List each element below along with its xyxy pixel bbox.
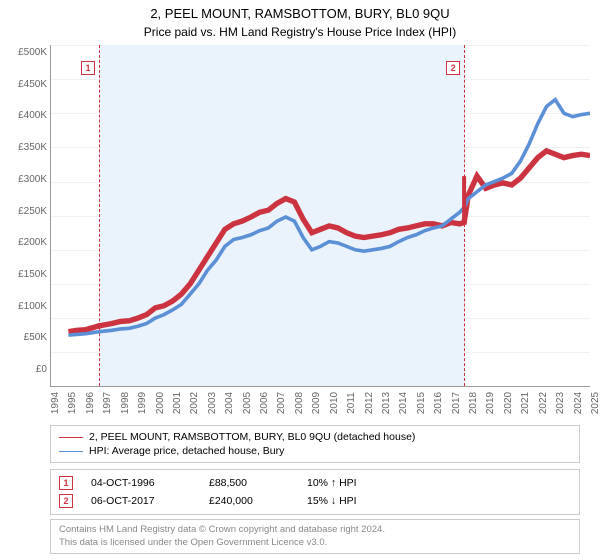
transaction-badge: 1 <box>59 476 73 490</box>
y-tick-label: £400K <box>18 110 47 121</box>
transaction-row: 1 04-OCT-1996 £88,500 10% ↑ HPI <box>59 474 571 492</box>
x-tick-label: 2012 <box>364 392 375 414</box>
credits: Contains HM Land Registry data © Crown c… <box>50 519 580 554</box>
legend-swatch <box>59 451 83 452</box>
x-tick-label: 1997 <box>102 392 113 414</box>
x-tick-label: 2000 <box>155 392 166 414</box>
x-tick-label: 1994 <box>50 392 61 414</box>
x-tick-label: 2015 <box>416 392 427 414</box>
transaction-badge: 2 <box>59 494 73 508</box>
x-tick-label: 2001 <box>172 392 183 414</box>
x-tick-label: 2011 <box>346 393 357 415</box>
y-tick-label: £250K <box>18 206 47 217</box>
x-tick-label: 1998 <box>120 392 131 414</box>
legend-swatch <box>59 437 83 438</box>
x-tick-label: 2007 <box>276 392 287 414</box>
chart-subtitle: Price paid vs. HM Land Registry's House … <box>10 25 590 39</box>
legend-label: 2, PEEL MOUNT, RAMSBOTTOM, BURY, BL0 9QU… <box>89 431 415 443</box>
legend-row: HPI: Average price, detached house, Bury <box>59 444 571 458</box>
transactions-table: 1 04-OCT-1996 £88,500 10% ↑ HPI 2 06-OCT-2017… <box>50 469 580 515</box>
credits-line: Contains HM Land Registry data © Crown c… <box>59 524 571 536</box>
legend-row: 2, PEEL MOUNT, RAMSBOTTOM, BURY, BL0 9QU… <box>59 430 571 444</box>
x-tick-label: 2018 <box>468 392 479 414</box>
x-tick-label: 2021 <box>520 392 531 414</box>
legend-label: HPI: Average price, detached house, Bury <box>89 445 284 457</box>
transaction-price: £240,000 <box>209 495 289 507</box>
x-tick-label: 1999 <box>137 392 148 414</box>
y-tick-label: £450K <box>18 79 47 90</box>
y-axis: £500K £450K £400K £350K £300K £250K £200K £150K… <box>10 45 50 387</box>
x-tick-label: 2008 <box>294 392 305 414</box>
x-tick-label: 2017 <box>451 392 462 414</box>
transaction-diff: 10% ↑ HPI <box>307 477 397 489</box>
transaction-date: 06-OCT-2017 <box>91 495 191 507</box>
x-tick-label: 2025 <box>590 392 600 414</box>
chart-lines <box>51 45 590 386</box>
x-tick-label: 2002 <box>189 392 200 414</box>
chart-container: 2, PEEL MOUNT, RAMSBOTTOM, BURY, BL0 9QU… <box>0 0 600 560</box>
y-tick-label: £500K <box>18 47 47 58</box>
x-tick-label: 2014 <box>398 392 409 414</box>
transaction-price: £88,500 <box>209 477 289 489</box>
y-tick-label: £300K <box>18 174 47 185</box>
transaction-row: 2 06-OCT-2017 £240,000 15% ↓ HPI <box>59 492 571 510</box>
y-tick-label: £0 <box>36 364 47 375</box>
x-tick-label: 1995 <box>67 392 78 414</box>
plot-area: 12 <box>50 45 590 387</box>
y-tick-label: £350K <box>18 142 47 153</box>
x-tick-label: 2009 <box>311 392 322 414</box>
x-tick-label: 2005 <box>242 392 253 414</box>
x-axis: 1994 1995 1996 1997 1998 1999 2000 2001 2002 2003… <box>50 387 590 419</box>
chart-title: 2, PEEL MOUNT, RAMSBOTTOM, BURY, BL0 9QU <box>10 6 590 21</box>
chart-area: £500K £450K £400K £350K £300K £250K £200K £150K… <box>10 45 590 387</box>
x-tick-label: 2010 <box>329 392 340 414</box>
x-tick-label: 2003 <box>207 392 218 414</box>
series-hpi <box>68 100 590 336</box>
x-tick-label: 1996 <box>85 392 96 414</box>
y-tick-label: £200K <box>18 237 47 248</box>
x-tick-label: 2016 <box>433 392 444 414</box>
x-tick-label: 2022 <box>538 392 549 414</box>
legend: 2, PEEL MOUNT, RAMSBOTTOM, BURY, BL0 9QU… <box>50 425 580 463</box>
y-tick-label: £50K <box>24 332 47 343</box>
x-tick-label: 2013 <box>381 392 392 414</box>
x-tick-label: 2006 <box>259 392 270 414</box>
transaction-date: 04-OCT-1996 <box>91 477 191 489</box>
x-tick-label: 2024 <box>573 392 584 414</box>
y-tick-label: £150K <box>18 269 47 280</box>
x-tick-label: 2019 <box>485 392 496 414</box>
credits-line: This data is licensed under the Open Gov… <box>59 537 571 549</box>
y-tick-label: £100K <box>18 301 47 312</box>
transaction-diff: 15% ↓ HPI <box>307 495 397 507</box>
x-tick-label: 2004 <box>224 392 235 414</box>
x-tick-label: 2023 <box>555 392 566 414</box>
x-tick-label: 2020 <box>503 392 514 414</box>
titles: 2, PEEL MOUNT, RAMSBOTTOM, BURY, BL0 9QU… <box>10 6 590 45</box>
